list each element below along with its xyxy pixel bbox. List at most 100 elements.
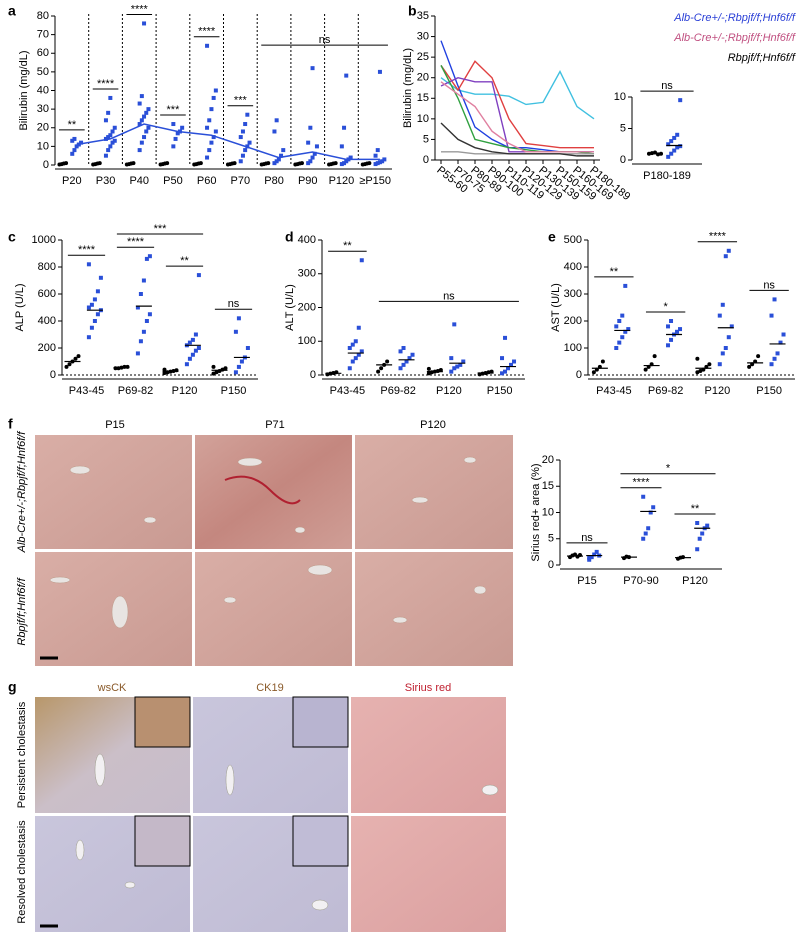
data-point bbox=[678, 144, 683, 149]
data-point bbox=[73, 356, 78, 361]
data-point bbox=[367, 161, 372, 166]
y-axis-label: ALT (U/L) bbox=[284, 284, 296, 331]
panel-letter: a bbox=[8, 3, 16, 19]
data-point bbox=[344, 73, 349, 78]
data-point bbox=[641, 494, 646, 499]
data-point bbox=[196, 273, 201, 278]
data-point bbox=[512, 359, 517, 364]
data-point bbox=[146, 125, 151, 130]
data-point bbox=[147, 312, 152, 317]
data-point bbox=[147, 254, 152, 259]
data-point bbox=[698, 368, 703, 373]
y-axis-label: ALP (U/L) bbox=[14, 283, 26, 331]
micrograph bbox=[355, 552, 513, 666]
y-tick-label: 1000 bbox=[32, 234, 56, 246]
significance-label: * bbox=[666, 463, 671, 475]
data-point bbox=[587, 557, 592, 562]
data-point bbox=[458, 362, 463, 367]
y-tick-label: 400 bbox=[298, 234, 316, 246]
data-point bbox=[70, 151, 75, 156]
data-point bbox=[243, 148, 248, 153]
data-point bbox=[333, 161, 338, 166]
data-point bbox=[173, 136, 178, 141]
data-point bbox=[772, 297, 777, 302]
significance-label: ** bbox=[691, 503, 700, 515]
x-tick-label: P30 bbox=[96, 175, 116, 187]
data-point bbox=[236, 316, 241, 321]
data-point bbox=[180, 125, 185, 130]
data-point bbox=[213, 129, 218, 134]
data-point bbox=[449, 369, 454, 374]
data-point bbox=[223, 366, 228, 371]
data-point bbox=[339, 144, 344, 149]
x-tick-label: P180-189 bbox=[643, 170, 691, 182]
data-point bbox=[306, 140, 311, 145]
data-point bbox=[503, 369, 508, 374]
data-point bbox=[380, 159, 385, 164]
data-point bbox=[233, 370, 238, 375]
y-tick-label: 200 bbox=[298, 301, 316, 313]
y-tick-label: 600 bbox=[38, 288, 56, 300]
micrograph bbox=[35, 435, 192, 549]
x-tick-label: P43-45 bbox=[69, 385, 104, 397]
x-tick-label: P43-45 bbox=[596, 385, 631, 397]
data-point bbox=[162, 370, 167, 375]
data-point bbox=[707, 362, 712, 367]
inset bbox=[134, 696, 191, 748]
data-point bbox=[455, 364, 460, 369]
data-point bbox=[587, 555, 592, 560]
data-point bbox=[672, 135, 677, 140]
data-point bbox=[407, 356, 412, 361]
data-point bbox=[106, 148, 111, 153]
significance-label: ** bbox=[343, 240, 352, 252]
data-point bbox=[279, 153, 284, 158]
row-label: Rbpjf/f;Hnf6f/f bbox=[16, 577, 28, 645]
data-point bbox=[726, 335, 731, 340]
y-axis-label: Bilirubin (mg/dL) bbox=[402, 48, 414, 128]
legend-entry: Rbpjf/f;Hnf6f/f bbox=[728, 52, 796, 64]
data-point bbox=[312, 151, 317, 156]
data-point bbox=[669, 337, 674, 342]
data-point bbox=[697, 536, 702, 541]
x-tick-label: P120 bbox=[682, 575, 708, 587]
panel-letter: g bbox=[8, 679, 17, 695]
x-tick-label: P60 bbox=[197, 175, 217, 187]
data-point bbox=[209, 140, 214, 145]
data-point bbox=[646, 526, 651, 531]
significance-label: *** bbox=[167, 104, 181, 116]
x-tick-label: P20 bbox=[62, 175, 82, 187]
data-point bbox=[339, 162, 344, 167]
data-point bbox=[350, 359, 355, 364]
y-tick-label: 5 bbox=[620, 122, 626, 134]
data-point bbox=[695, 547, 700, 552]
significance-label: *** bbox=[234, 95, 248, 107]
x-tick-label: P120 bbox=[172, 385, 198, 397]
y-tick-label: 60 bbox=[37, 47, 49, 59]
y-tick-label: 5 bbox=[423, 133, 429, 145]
data-point bbox=[594, 549, 599, 554]
data-point bbox=[591, 370, 596, 375]
data-point bbox=[310, 155, 315, 160]
panel-letter: e bbox=[548, 229, 556, 245]
data-point bbox=[600, 359, 605, 364]
y-tick-label: 10 bbox=[614, 91, 626, 103]
x-tick-label: P150 bbox=[221, 385, 247, 397]
data-point bbox=[193, 332, 198, 337]
vessels bbox=[75, 753, 499, 911]
inset bbox=[292, 696, 349, 748]
data-point bbox=[401, 346, 406, 350]
data-point bbox=[247, 140, 252, 145]
data-point bbox=[356, 352, 361, 357]
y-tick-label: 10 bbox=[417, 113, 429, 125]
data-point bbox=[211, 371, 216, 376]
data-point bbox=[142, 21, 147, 26]
panel-g: g wsCK CK19 Sirius red Persistent choles… bbox=[8, 679, 506, 932]
data-point bbox=[306, 161, 311, 166]
data-point bbox=[299, 161, 304, 166]
y-tick-label: 100 bbox=[298, 335, 316, 347]
data-point bbox=[103, 118, 108, 123]
data-point bbox=[187, 340, 192, 345]
column-title: CK19 bbox=[256, 682, 284, 694]
data-point bbox=[669, 319, 674, 323]
data-point bbox=[190, 352, 195, 357]
